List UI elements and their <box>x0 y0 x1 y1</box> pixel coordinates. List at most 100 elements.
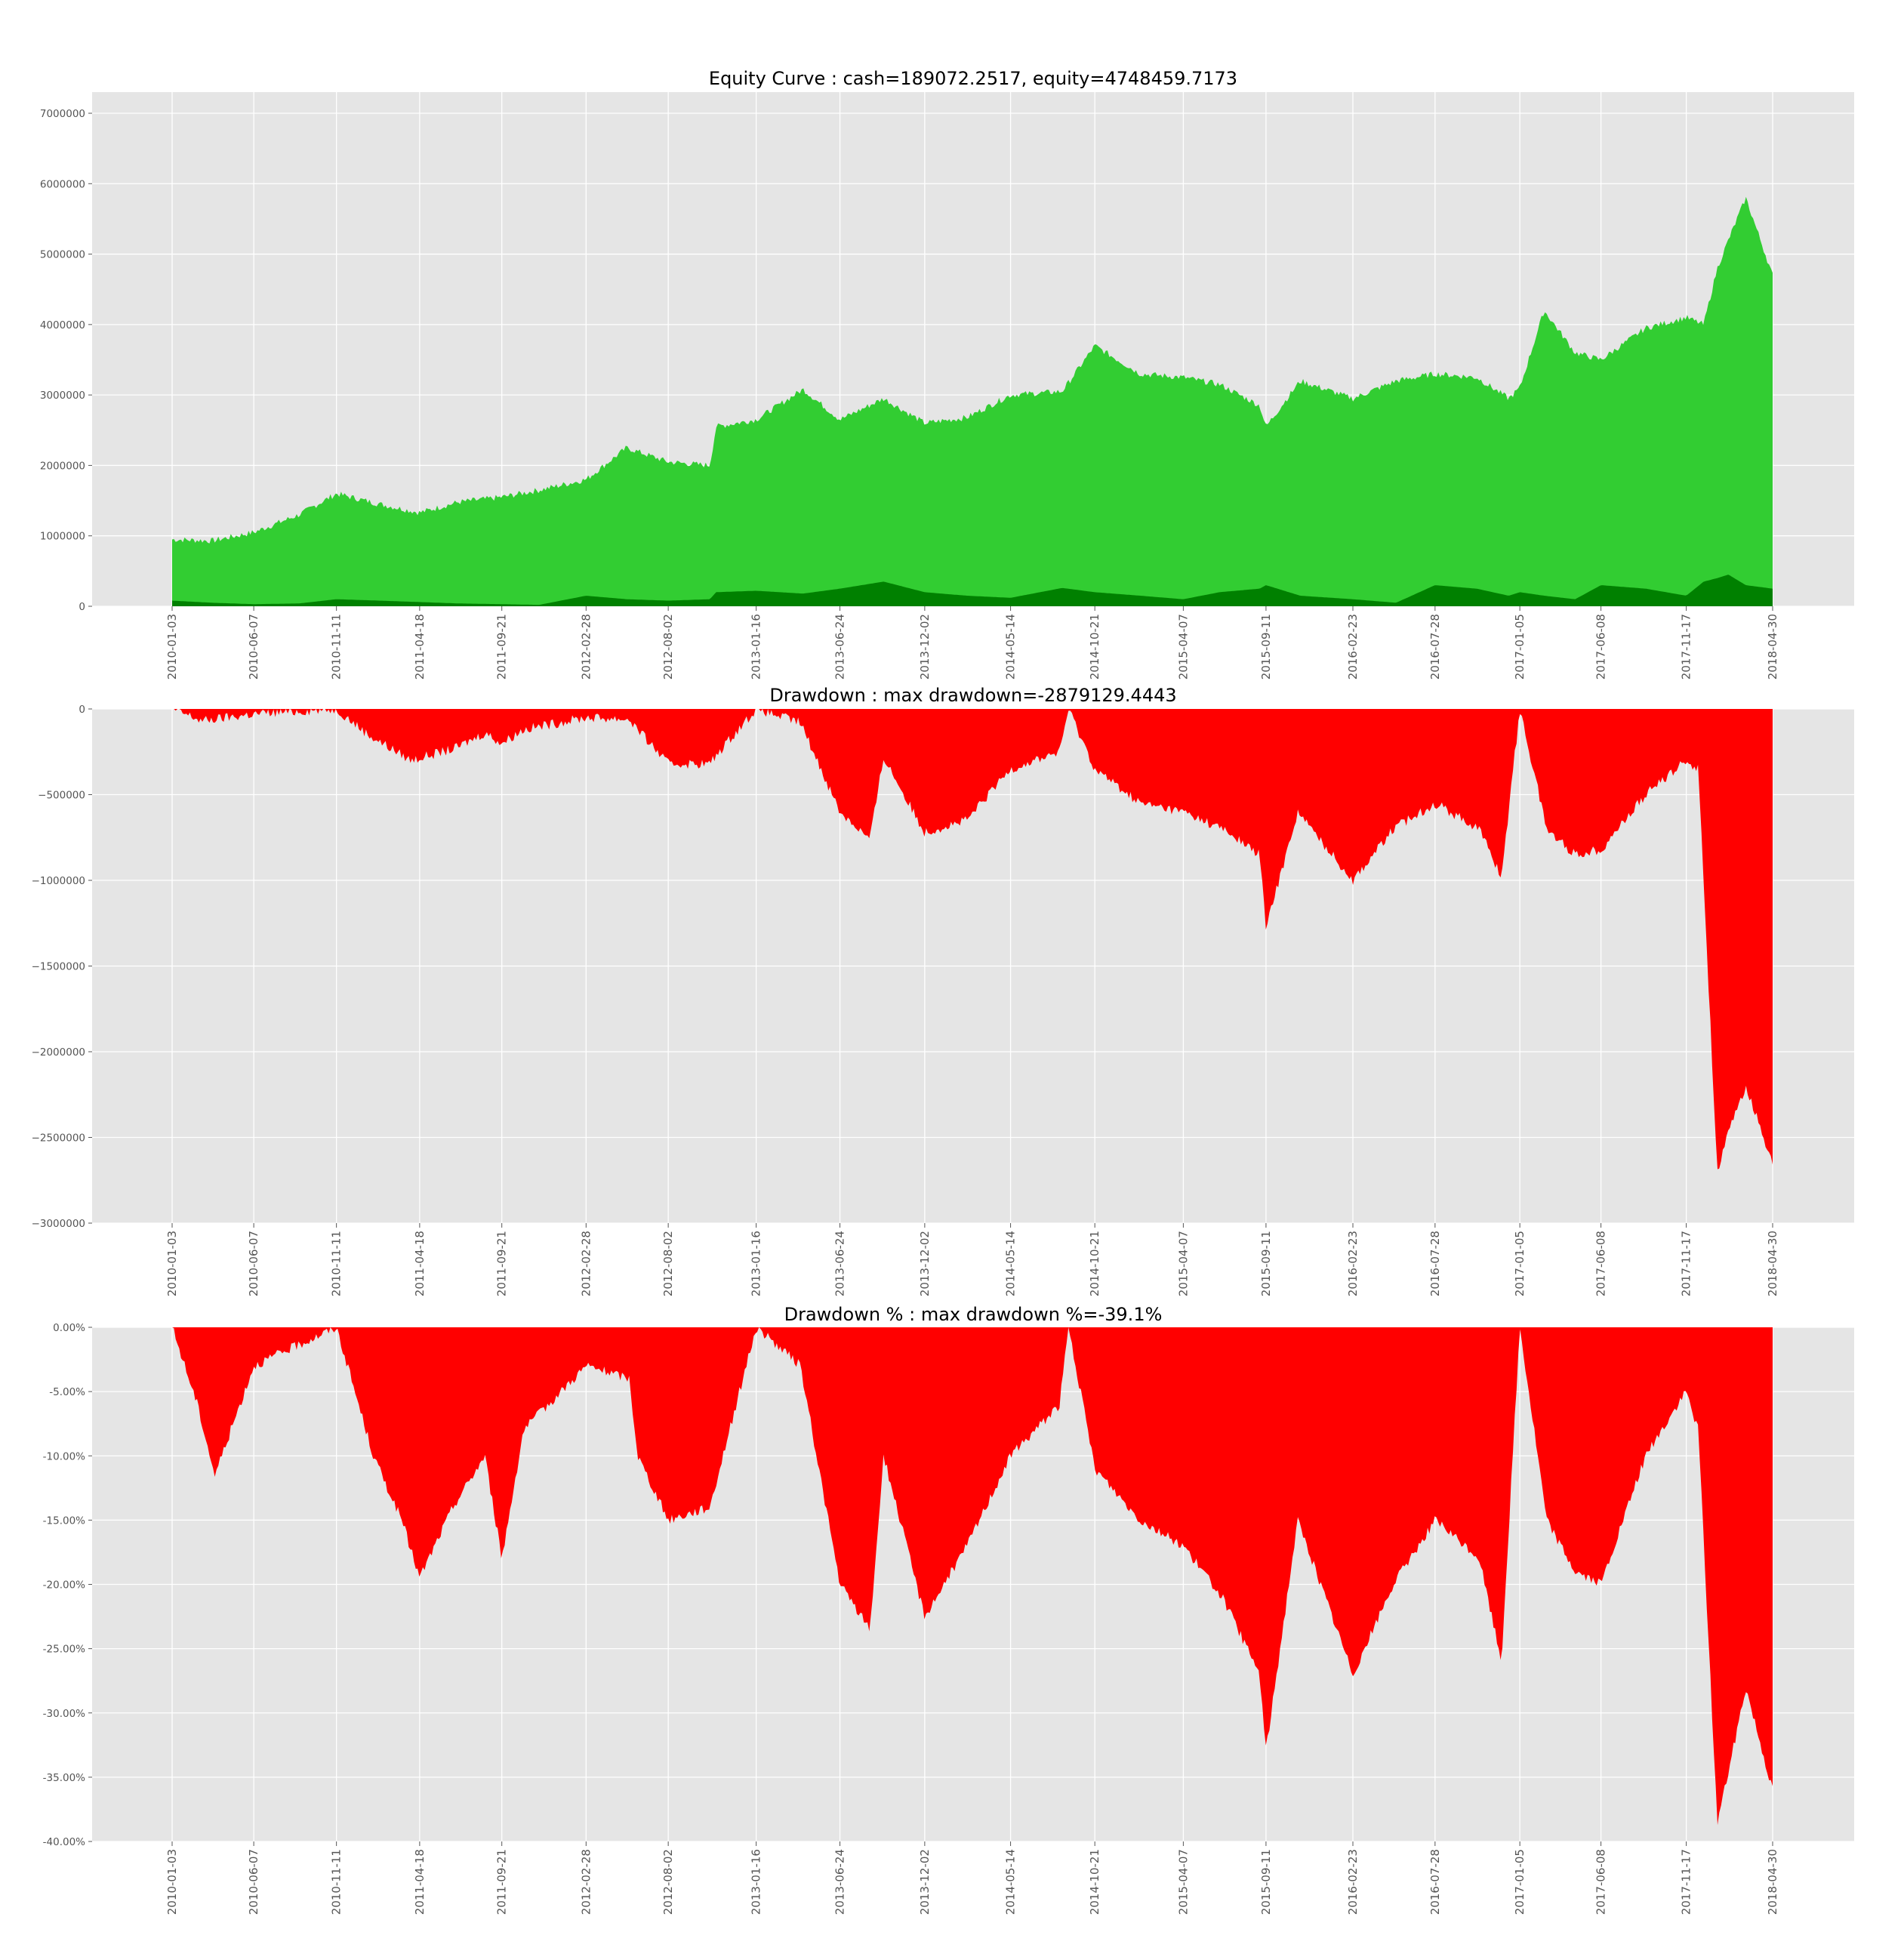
drawdown-pct-xtick-label: 2010-06-07 <box>247 1849 260 1915</box>
drawdown-x-axis: 2010-01-03 2010-06-07 2010-11-11 2011-04-18… <box>165 1223 1779 1296</box>
equity-xtick-label: 2015-09-11 <box>1259 614 1273 680</box>
equity-xtick-label: 2010-11-11 <box>330 614 344 680</box>
equity-xtick-label: 2016-07-28 <box>1428 614 1442 680</box>
drawdown-pct-xtick-label: 2017-06-08 <box>1594 1849 1608 1915</box>
equity-ytick-label: 3000000 <box>40 390 85 402</box>
drawdown-pct-xtick-label: 2013-12-02 <box>918 1849 932 1915</box>
drawdown-xtick-label: 2015-04-07 <box>1176 1231 1190 1296</box>
drawdown-xtick-label: 2017-01-05 <box>1513 1231 1527 1296</box>
equity-xtick-label: 2011-04-18 <box>413 614 427 680</box>
drawdown-pct-series-0-area <box>172 1327 1773 1826</box>
equity-xtick-label: 2017-06-08 <box>1594 614 1608 680</box>
drawdown-xtick-label: 2010-01-03 <box>165 1231 179 1296</box>
drawdown-pct-xtick-label: 2015-04-07 <box>1176 1849 1190 1915</box>
equity-ytick-label: 4000000 <box>40 319 85 331</box>
drawdown-pct-ytick-label: -20.00% <box>43 1579 86 1592</box>
drawdown-pct-ytick-label: -10.00% <box>43 1450 86 1462</box>
equity-ytick-label: 5000000 <box>40 249 85 261</box>
drawdown-ytick-label: −2500000 <box>32 1133 85 1145</box>
drawdown-pct-xtick-label: 2014-05-14 <box>1004 1849 1018 1915</box>
equity-ytick-label: 7000000 <box>40 108 85 120</box>
drawdown-xtick-label: 2015-09-11 <box>1259 1231 1273 1296</box>
equity-y-axis: 0 1000000 2000000 3000000 4000000 5000000 6000… <box>40 108 92 613</box>
drawdown-chart-title: Drawdown : max drawdown=-2879129.4443 <box>769 685 1176 706</box>
drawdown-ytick-label: −500000 <box>38 790 85 802</box>
equity-xtick-label: 2018-04-30 <box>1766 614 1779 680</box>
equity-series-1-area <box>172 575 1773 606</box>
drawdown-pct-chart-title: Drawdown % : max drawdown %=-39.1% <box>784 1304 1163 1325</box>
drawdown-xtick-label: 2013-12-02 <box>918 1231 932 1296</box>
drawdown-xtick-label: 2017-06-08 <box>1594 1231 1608 1296</box>
drawdown-ytick-label: −1500000 <box>32 961 85 973</box>
drawdown-series-0-area <box>172 709 1773 1170</box>
equity-xtick-label: 2012-02-28 <box>579 614 593 680</box>
drawdown-pct-ytick-label: -35.00% <box>43 1772 86 1784</box>
drawdown-pct-xtick-label: 2016-07-28 <box>1428 1849 1442 1915</box>
drawdown-pct-xtick-label: 2016-02-23 <box>1346 1849 1360 1915</box>
drawdown-pct-series <box>172 1327 1773 1826</box>
equity-xtick-label: 2010-01-03 <box>165 614 179 680</box>
drawdown-xtick-label: 2011-09-21 <box>495 1231 509 1296</box>
equity-xtick-label: 2017-11-17 <box>1680 614 1693 680</box>
drawdown-pct-xtick-label: 2014-10-21 <box>1088 1849 1101 1915</box>
drawdown-xtick-label: 2016-07-28 <box>1428 1231 1442 1296</box>
drawdown-pct-ytick-label: -25.00% <box>43 1644 86 1656</box>
equity-ytick-label: 1000000 <box>40 531 85 543</box>
equity-xtick-label: 2010-06-07 <box>247 614 260 680</box>
drawdown-pct-ytick-label: -15.00% <box>43 1515 86 1527</box>
equity-ytick-label: 0 <box>79 601 85 613</box>
drawdown-y-axis: 0 −500000 −1000000 −1500000 −2000000 −2500000… <box>32 704 92 1230</box>
equity-xtick-label: 2012-08-02 <box>661 614 675 680</box>
drawdown-pct-panel: 0.00% -5.00% -10.00% -15.00% -20.00% -25.00% -… <box>43 1304 1854 1915</box>
equity-series <box>172 196 1773 606</box>
drawdown-xtick-label: 2010-06-07 <box>247 1231 260 1296</box>
drawdown-xtick-label: 2011-04-18 <box>413 1231 427 1296</box>
drawdown-pct-ytick-label: -40.00% <box>43 1836 86 1848</box>
drawdown-pct-xtick-label: 2013-06-24 <box>833 1849 847 1915</box>
equity-series-0-area <box>172 196 1773 606</box>
drawdown-pct-xtick-label: 2017-11-17 <box>1680 1849 1693 1915</box>
drawdown-xtick-label: 2017-11-17 <box>1680 1231 1693 1296</box>
drawdown-xtick-label: 2013-06-24 <box>833 1231 847 1296</box>
drawdown-pct-xtick-label: 2015-09-11 <box>1259 1849 1273 1915</box>
drawdown-ytick-label: −1000000 <box>32 875 85 887</box>
equity-xtick-label: 2016-02-23 <box>1346 614 1360 680</box>
drawdown-pct-xtick-label: 2012-08-02 <box>661 1849 675 1915</box>
equity-curve-panel: 0 1000000 2000000 3000000 4000000 5000000 6000… <box>40 68 1854 680</box>
equity-xtick-label: 2014-05-14 <box>1004 614 1018 680</box>
drawdown-pct-y-axis: 0.00% -5.00% -10.00% -15.00% -20.00% -25.00% -… <box>43 1322 92 1848</box>
drawdown-pct-xtick-label: 2017-01-05 <box>1513 1849 1527 1915</box>
drawdown-pct-ytick-label: -30.00% <box>43 1708 86 1720</box>
drawdown-series <box>172 709 1773 1170</box>
equity-xtick-label: 2013-12-02 <box>918 614 932 680</box>
drawdown-ytick-label: −3000000 <box>32 1218 85 1230</box>
drawdown-xtick-label: 2012-02-28 <box>579 1231 593 1296</box>
drawdown-pct-xtick-label: 2010-01-03 <box>165 1849 179 1915</box>
drawdown-xtick-label: 2012-08-02 <box>661 1231 675 1296</box>
drawdown-xtick-label: 2010-11-11 <box>330 1231 344 1296</box>
drawdown-pct-xtick-label: 2018-04-30 <box>1766 1849 1779 1915</box>
equity-ytick-label: 2000000 <box>40 460 85 472</box>
drawdown-pct-xtick-label: 2010-11-11 <box>330 1849 344 1915</box>
equity-xtick-label: 2017-01-05 <box>1513 614 1527 680</box>
drawdown-xtick-label: 2014-05-14 <box>1004 1231 1018 1296</box>
equity-xtick-label: 2015-04-07 <box>1176 614 1190 680</box>
equity-xtick-label: 2013-06-24 <box>833 614 847 680</box>
equity-xtick-label: 2013-01-16 <box>750 614 763 680</box>
equity-x-axis: 2010-01-03 2010-06-07 2010-11-11 2011-04-18… <box>165 606 1779 680</box>
equity-chart-title: Equity Curve : cash=189072.2517, equity=… <box>709 68 1237 89</box>
drawdown-xtick-label: 2014-10-21 <box>1088 1231 1101 1296</box>
drawdown-xtick-label: 2018-04-30 <box>1766 1231 1779 1296</box>
equity-xtick-label: 2014-10-21 <box>1088 614 1101 680</box>
drawdown-pct-ytick-label: 0.00% <box>53 1322 85 1334</box>
drawdown-pct-ytick-label: -5.00% <box>49 1386 85 1398</box>
equity-xtick-label: 2011-09-21 <box>495 614 509 680</box>
drawdown-pct-x-axis: 2010-01-03 2010-06-07 2010-11-11 2011-04-18… <box>165 1841 1779 1915</box>
drawdown-pct-xtick-label: 2012-02-28 <box>579 1849 593 1915</box>
drawdown-panel: 0 −500000 −1000000 −1500000 −2000000 −2500000… <box>32 685 1854 1296</box>
drawdown-pct-xtick-label: 2013-01-16 <box>750 1849 763 1915</box>
drawdown-pct-xtick-label: 2011-04-18 <box>413 1849 427 1915</box>
drawdown-xtick-label: 2016-02-23 <box>1346 1231 1360 1296</box>
drawdown-ytick-label: −2000000 <box>32 1046 85 1059</box>
